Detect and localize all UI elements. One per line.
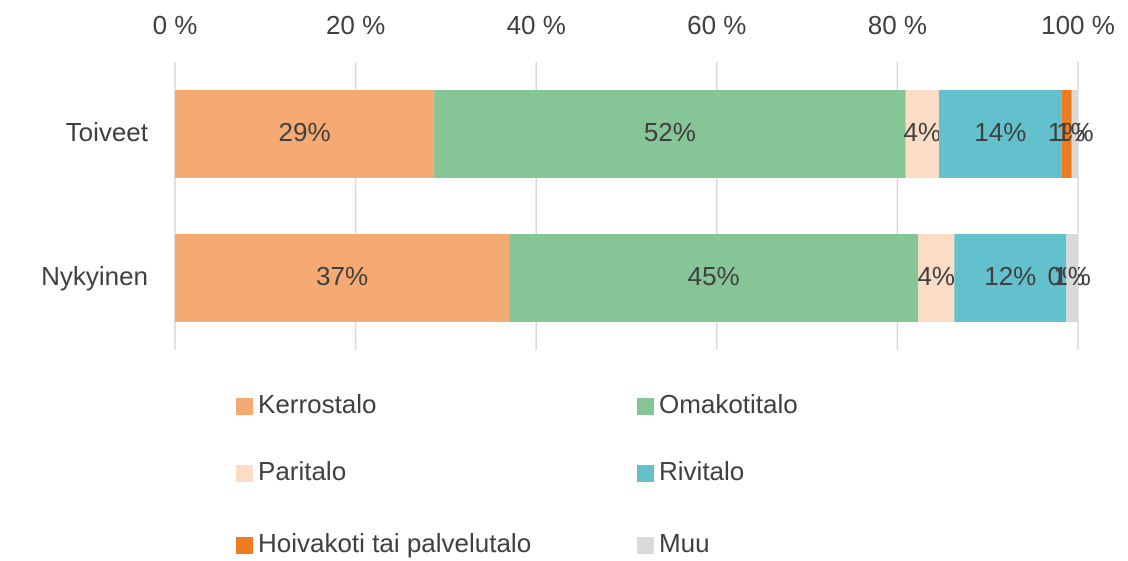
legend-swatch [236,398,253,415]
bar-segment [434,90,906,178]
data-label: 1% [1056,117,1094,147]
legend-swatch [236,465,253,482]
x-tick-label: 20 % [326,10,385,40]
bar-segment [918,234,955,322]
legend-swatch [637,465,654,482]
bar-segment [905,90,939,178]
x-tick-label: 80 % [868,10,927,40]
legend-label: Muu [659,528,710,558]
x-tick-label: 60 % [687,10,746,40]
bar-segment [509,234,919,322]
data-label: 12% [984,261,1036,291]
category-label: Toiveet [66,117,149,147]
legend-label: Kerrostalo [258,389,377,419]
bar-segment [1071,90,1078,178]
category-label: Nykyinen [41,261,148,291]
data-label: 29% [279,117,331,147]
legend-swatch [236,537,253,554]
bar-segment [175,90,435,178]
legend-swatch [637,398,654,415]
bar-segment [1066,234,1078,322]
x-tick-label: 0 % [153,10,198,40]
data-label: 4% [917,261,955,291]
data-label: 37% [316,261,368,291]
legend-label: Paritalo [258,456,346,486]
data-label: 4% [903,117,941,147]
legend-label: Hoivakoti tai palvelutalo [258,528,531,558]
data-label: 45% [688,261,740,291]
data-label: 52% [644,117,696,147]
bar-segment [1061,90,1072,178]
legend-label: Omakotitalo [659,389,798,419]
x-tick-label: 40 % [507,10,566,40]
bar-segment [954,234,1067,322]
data-label: 1% [1053,261,1091,291]
bar-segment [175,234,510,322]
data-label: 14% [974,117,1026,147]
x-tick-label: 100 % [1041,10,1115,40]
bar-segment [938,90,1062,178]
data-label: 1% [1048,117,1086,147]
legend-label: Rivitalo [659,456,744,486]
legend-swatch [637,537,654,554]
